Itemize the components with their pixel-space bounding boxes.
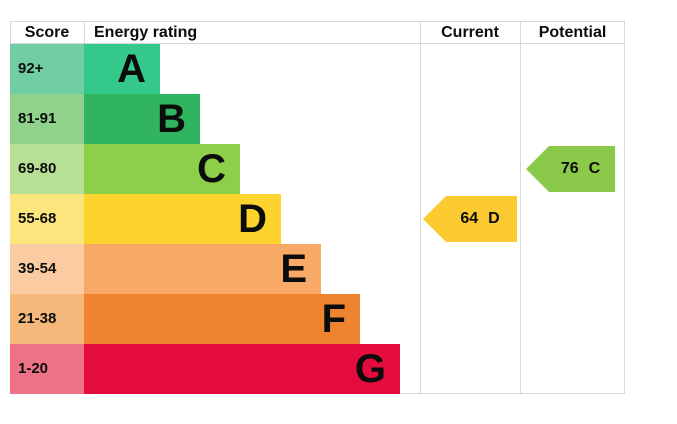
band-letter: F bbox=[321, 297, 346, 341]
band-row-f: 21-38 F bbox=[10, 294, 625, 344]
band-score: 39-54 bbox=[10, 244, 84, 294]
header-current: Current bbox=[441, 24, 499, 41]
band-letter: D bbox=[238, 197, 267, 241]
band-bar: B bbox=[84, 94, 200, 144]
current-rating-arrow: 64 D bbox=[423, 196, 517, 242]
epc-table: Score Energy rating Current Potential 92… bbox=[10, 21, 625, 394]
current-rating-value: 64 bbox=[460, 210, 479, 227]
band-score: 21-38 bbox=[10, 294, 84, 344]
band-row-e: 39-54 E bbox=[10, 244, 625, 294]
band-letter: B bbox=[157, 97, 186, 141]
band-row-c: 69-80 C bbox=[10, 144, 625, 194]
band-bar: E bbox=[84, 244, 321, 294]
table-top-border bbox=[10, 21, 625, 22]
table-right-border bbox=[624, 21, 625, 394]
table-left-border bbox=[10, 21, 11, 43]
band-row-d: 55-68 D bbox=[10, 194, 625, 244]
band-score: 1-20 bbox=[10, 344, 84, 394]
band-letter: A bbox=[117, 47, 146, 91]
band-score: 81-91 bbox=[10, 94, 84, 144]
score-column-divider bbox=[84, 21, 85, 43]
band-bar: D bbox=[84, 194, 281, 244]
band-score: 69-80 bbox=[10, 144, 84, 194]
header-energy-rating: Energy rating bbox=[94, 24, 198, 41]
potential-rating-letter: C bbox=[588, 160, 601, 177]
header-potential: Potential bbox=[538, 24, 607, 41]
band-bar: A bbox=[84, 44, 160, 94]
band-letter: G bbox=[354, 347, 386, 391]
header-bottom-border bbox=[10, 43, 625, 44]
current-column-divider bbox=[420, 21, 421, 394]
band-row-a: 92+ A bbox=[10, 44, 625, 94]
potential-column-divider bbox=[520, 21, 521, 394]
band-bar: F bbox=[84, 294, 360, 344]
band-letter: C bbox=[197, 147, 226, 191]
current-rating-letter: D bbox=[488, 210, 500, 227]
band-letter: E bbox=[280, 247, 307, 291]
band-score: 92+ bbox=[10, 44, 84, 94]
band-row-g: 1-20 G bbox=[10, 344, 625, 394]
potential-rating-value: 76 bbox=[560, 160, 579, 177]
header-score: Score bbox=[24, 24, 70, 41]
band-bar: G bbox=[84, 344, 400, 394]
potential-rating-arrow: 76 C bbox=[526, 146, 615, 192]
band-rows: 92+ A 81-91 B 69-80 C 55-68 D 39-54 E 21… bbox=[10, 44, 625, 394]
band-row-b: 81-91 B bbox=[10, 94, 625, 144]
band-score: 55-68 bbox=[10, 194, 84, 244]
band-bar: C bbox=[84, 144, 240, 194]
table-header: Score Energy rating Current Potential bbox=[10, 21, 625, 44]
